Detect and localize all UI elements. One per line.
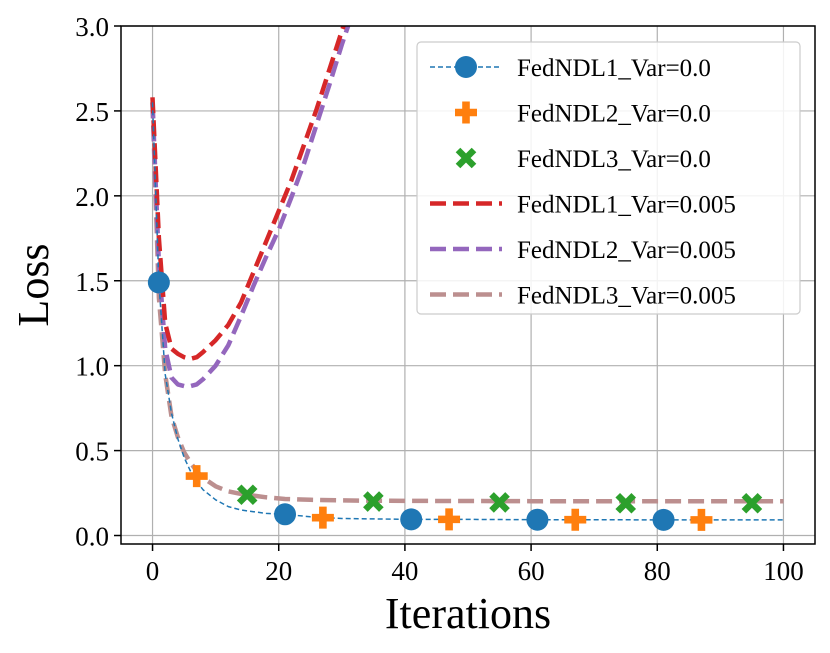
x-tick-label: 60 (518, 556, 545, 586)
series-1-point (400, 508, 423, 531)
legend-box (416, 41, 801, 315)
legend-label-4: FedNDL1_Var=0.005 (517, 192, 736, 219)
series-2-point (564, 508, 587, 531)
y-tick-label: 2.0 (75, 182, 109, 212)
series-3-point-stroke-b (489, 492, 510, 513)
y-tick-label: 1.0 (75, 352, 109, 382)
x-tick-label: 80 (644, 556, 671, 586)
series-3-point (741, 492, 763, 514)
x-tick-label: 100 (763, 556, 804, 586)
series-2-point (690, 508, 713, 531)
legend-label-3: FedNDL3_Var=0.0 (517, 146, 711, 173)
y-tick-label: 0.0 (75, 522, 109, 552)
legend-label-6: FedNDL3_Var=0.005 (517, 283, 736, 310)
series-3-point (236, 484, 258, 506)
y-tick-label: 3.0 (75, 12, 109, 42)
y-tick-label: 2.5 (75, 97, 109, 127)
series-3-point (489, 492, 510, 513)
legend: FedNDL1_Var=0.0 FedNDL2_Var=0.0 FedNDL3_Va… (416, 41, 801, 315)
legend-label-2: FedNDL2_Var=0.0 (517, 101, 711, 128)
series-1-point (526, 508, 549, 531)
series-2-point (438, 508, 461, 531)
legend-marker-1 (455, 56, 477, 78)
legend-marker-2 (455, 101, 477, 124)
series-area (147, 26, 784, 531)
legend-marker-3 (455, 147, 477, 169)
y-axis-label: Loss (9, 243, 58, 326)
series-line-4 (150, 26, 346, 362)
series-1-point (274, 503, 297, 526)
series-1-point (652, 508, 675, 531)
legend-label-5: FedNDL2_Var=0.005 (517, 237, 736, 264)
legend-marker-3-stroke-b (455, 147, 477, 169)
series-3-point-stroke-b (236, 484, 258, 506)
x-axis-label: Iterations (385, 589, 551, 638)
plot-frame (120, 25, 816, 545)
x-tick-label: 0 (146, 556, 160, 586)
series-2-point (185, 465, 208, 488)
series-3-point (363, 491, 384, 512)
series-1-point (147, 271, 170, 294)
series-3-point-stroke-b (741, 492, 763, 514)
series-3-point-stroke-b (363, 491, 384, 512)
x-tick-label: 40 (391, 556, 418, 586)
series-2-point (311, 506, 334, 529)
series-3-point (615, 492, 637, 514)
y-tick-label: 1.5 (75, 267, 109, 297)
legend-label-1: FedNDL1_Var=0.0 (517, 55, 711, 82)
series-line-1 (151, 102, 784, 521)
series-3-point-stroke-b (615, 492, 637, 514)
axis-ticks: 0 20 40 60 80 100 0.0 0.5 1.0 1.5 2.0 2.5 3.0 (75, 12, 803, 586)
y-tick-label: 0.5 (75, 437, 109, 467)
series-line-5 (150, 26, 351, 389)
x-tick-label: 20 (265, 556, 292, 586)
